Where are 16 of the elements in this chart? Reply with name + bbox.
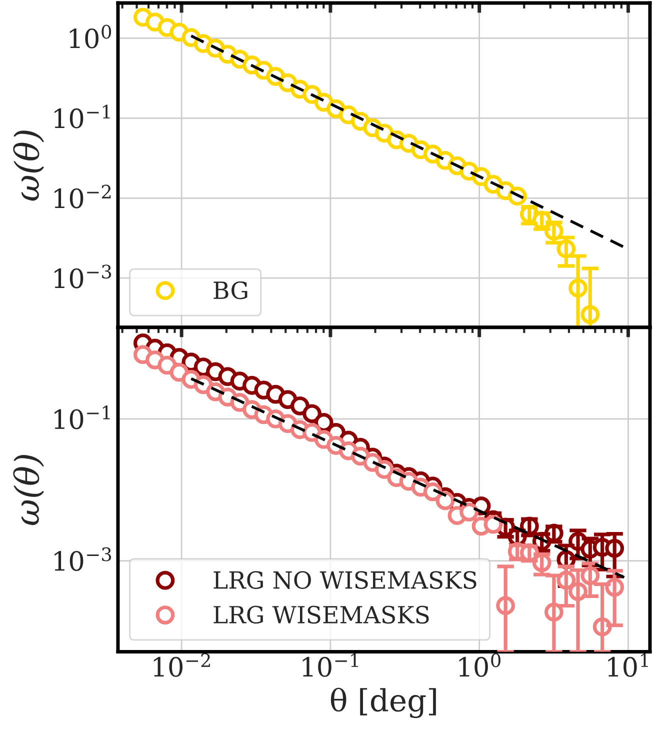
x-tick-label: 10$^{−1}$ — [302, 653, 358, 677]
y-tick-label: 10$^{−3}$ — [54, 547, 112, 571]
y-tick-label: 10$^{−3}$ — [54, 264, 112, 288]
y-axis-title: ω(θ) — [13, 130, 44, 201]
legend-label: BG — [214, 281, 248, 300]
y-axis-title: ω(θ) — [13, 455, 44, 526]
y-tick-label: 10$^{0}$ — [70, 24, 112, 48]
legend-label: LRG NO WISEMASKS — [214, 571, 476, 589]
legend-label: LRG WISEMASKS — [214, 606, 429, 624]
x-axis-title: θ [deg] — [330, 688, 436, 718]
y-tick-label: 10$^{−1}$ — [54, 104, 110, 128]
x-tick-label: 10$^{−2}$ — [154, 653, 210, 677]
x-tick-label: 10$^{0}$ — [459, 653, 500, 677]
x-tick-label: 10$^{1}$ — [608, 653, 648, 677]
y-tick-label: 10$^{−2}$ — [54, 184, 111, 208]
y-tick-label: 10$^{−1}$ — [54, 406, 110, 430]
